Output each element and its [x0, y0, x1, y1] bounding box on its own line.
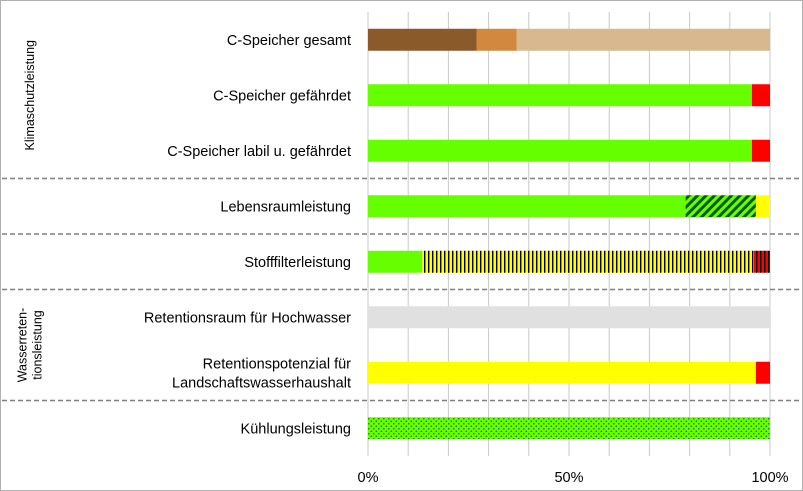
- bar-segment: [755, 361, 770, 384]
- group-separators: [2, 177, 800, 402]
- bar-segment: [368, 84, 752, 107]
- category-label: Kühlungsleistung: [241, 421, 351, 437]
- group-labels: Klimaschutzleistung Wasserreten-tionsleis…: [16, 40, 45, 382]
- bar-segment: [751, 139, 770, 162]
- bar-segment: [685, 195, 756, 218]
- category-label: Retentionsraum für Hochwasser: [144, 310, 351, 326]
- bar-segment: [368, 139, 752, 162]
- category-label: Lebensraumleistung: [220, 199, 351, 215]
- bar-segment: [368, 250, 423, 273]
- bar-segment: [422, 250, 754, 273]
- bar-segment: [368, 195, 686, 218]
- bar-segment: [753, 250, 770, 273]
- category-labels: C-Speicher gesamt C-Speicher gefährdet C-S…: [144, 33, 351, 438]
- bar-segment: [751, 84, 770, 107]
- bar-segment: [368, 306, 770, 329]
- x-tick-label: 0%: [358, 470, 379, 486]
- x-tick-label: 50%: [554, 470, 583, 486]
- bar-segment: [476, 28, 517, 51]
- group-label: Wasserreten-tionsleistung: [16, 308, 45, 383]
- bar-segment: [368, 28, 477, 51]
- category-label: C-Speicher gefährdet: [213, 88, 351, 104]
- x-tick-labels: 0% 50% 100%: [358, 470, 789, 486]
- bar-segment: [368, 361, 756, 384]
- bars: [368, 28, 770, 440]
- bar-segment: [755, 195, 770, 218]
- bar-segment: [368, 417, 770, 440]
- category-label: C-Speicher labil u. gefährdet: [167, 144, 351, 160]
- category-label: Retentionspotenzial für Landschaftswasser…: [172, 356, 351, 391]
- x-tick-label: 100%: [751, 470, 788, 486]
- category-label: C-Speicher gesamt: [227, 33, 351, 49]
- group-label: Klimaschutzleistung: [23, 40, 37, 151]
- bar-segment: [516, 28, 770, 51]
- category-label: Stofffilterleistung: [244, 255, 351, 271]
